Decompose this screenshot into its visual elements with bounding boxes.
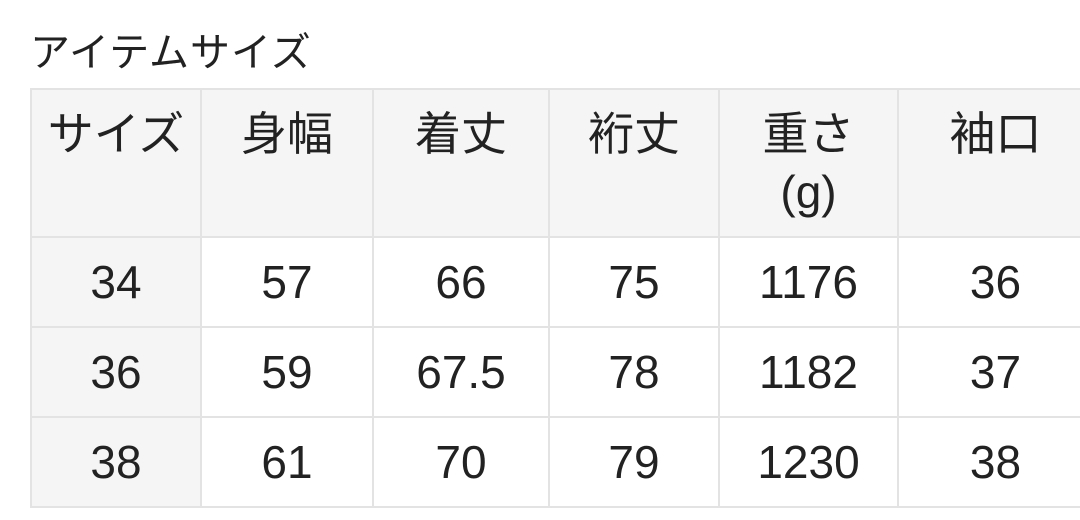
- size-table-row-38: 38 61 70 79 1230 38: [30, 416, 1080, 508]
- column-header-sleeve-length: 裄丈: [548, 88, 720, 238]
- cell-weight: 1182: [718, 326, 899, 418]
- column-header-weight-unit: (g): [780, 166, 837, 218]
- cell-sleeve-length: 75: [548, 236, 720, 328]
- cell-body-width: 57: [200, 236, 374, 328]
- size-table-row-34: 34 57 66 75 1176 36: [30, 236, 1080, 328]
- cell-cuff: 38: [897, 416, 1080, 508]
- cell-weight: 1230: [718, 416, 899, 508]
- column-header-body-width: 身幅: [200, 88, 374, 238]
- section-title: アイテムサイズ: [30, 31, 312, 75]
- column-header-length: 着丈: [372, 88, 550, 238]
- cell-body-width: 61: [200, 416, 374, 508]
- column-header-size: サイズ: [30, 88, 202, 238]
- size-table: サイズ 身幅 着丈 裄丈 重さ (g) 袖口 34 57 66 75 1176 …: [30, 88, 1080, 508]
- cell-length: 66: [372, 236, 550, 328]
- cell-body-width: 59: [200, 326, 374, 418]
- size-table-row-36: 36 59 67.5 78 1182 37: [30, 326, 1080, 418]
- cell-cuff: 36: [897, 236, 1080, 328]
- column-header-cuff: 袖口: [897, 88, 1080, 238]
- cell-length: 67.5: [372, 326, 550, 418]
- size-table-header-row: サイズ 身幅 着丈 裄丈 重さ (g) 袖口: [30, 88, 1080, 238]
- row-header-size-value: 36: [30, 326, 202, 418]
- cell-sleeve-length: 79: [548, 416, 720, 508]
- cell-cuff: 37: [897, 326, 1080, 418]
- row-header-size-value: 34: [30, 236, 202, 328]
- cell-length: 70: [372, 416, 550, 508]
- item-size-section: アイテムサイズ サイズ 身幅 着丈 裄丈 重さ (g) 袖口: [30, 31, 1080, 508]
- cell-sleeve-length: 78: [548, 326, 720, 418]
- row-header-size-value: 38: [30, 416, 202, 508]
- column-header-weight: 重さ (g): [718, 88, 899, 238]
- cell-weight: 1176: [718, 236, 899, 328]
- column-header-weight-label: 重さ: [762, 108, 855, 160]
